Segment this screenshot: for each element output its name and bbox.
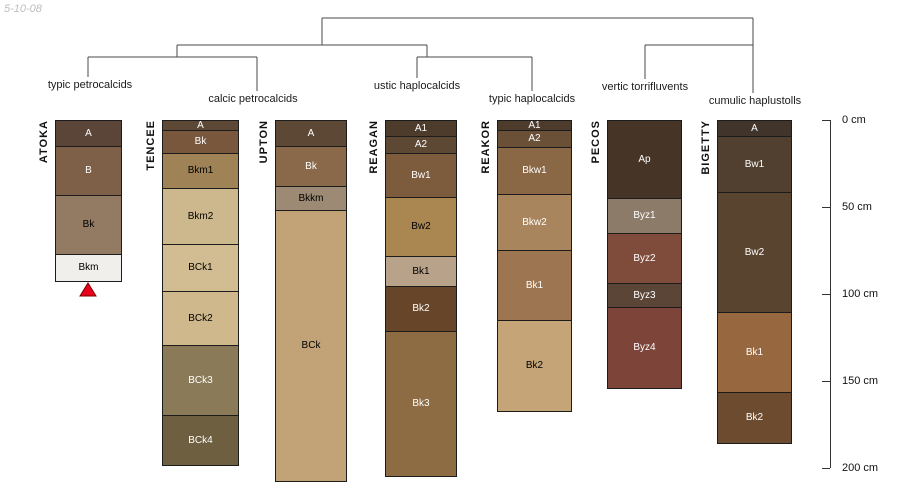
profile-atoka: ATOKA A B Bk Bkm	[38, 120, 122, 282]
ruler-label: 50 cm	[842, 201, 872, 213]
horizon-bkw1: Bkw1	[498, 148, 571, 195]
horizon-byz4: Byz4	[608, 308, 681, 388]
horizon-a: A	[56, 121, 121, 147]
horizon-bw1: Bw1	[386, 154, 456, 198]
profile-column-upton: A Bk Bkkm BCk	[275, 120, 347, 482]
horizon-bkm1: Bkm1	[163, 154, 238, 189]
horizon-bk: Bk	[276, 147, 346, 187]
profile-pecos: PECOS Ap Byz1 Byz2 Byz3 Byz4	[590, 120, 682, 389]
profile-column-reakor: A1 A2 Bkw1 Bkw2 Bk1 Bk2	[497, 120, 572, 412]
profile-name-reagan: REAGAN	[368, 120, 380, 174]
horizon-bk1: Bk1	[498, 251, 571, 321]
horizon-bkm: Bkm	[56, 255, 121, 281]
taxon-label-cumulic-haplustolls: cumulic haplustolls	[708, 95, 802, 107]
classification-dendrogram	[87, 17, 754, 93]
ruler-label: 100 cm	[842, 288, 879, 300]
horizon-a: A	[718, 121, 791, 137]
profile-name-tencee: TENCEE	[145, 120, 157, 171]
profile-column-reagan: A1 A2 Bw1 Bw2 Bk1 Bk2 Bk3	[385, 120, 457, 477]
horizon-bkw2: Bkw2	[498, 195, 571, 251]
horizon-bk3: Bk3	[386, 332, 456, 476]
profile-name-upton: UPTON	[258, 120, 270, 164]
horizon-bk: Bk	[163, 131, 238, 154]
profile-column-atoka: A B Bk Bkm	[55, 120, 122, 282]
horizon-a1: A1	[498, 121, 571, 131]
horizon-bck1: BCk1	[163, 245, 238, 292]
horizon-bck4: BCk4	[163, 416, 238, 465]
profile-column-bigetty: A Bw1 Bw2 Bk1 Bk2	[717, 120, 792, 444]
taxon-label-typic-petrocalcids: typic petrocalcids	[47, 79, 133, 91]
horizon-bw2: Bw2	[386, 198, 456, 257]
horizon-bk2: Bk2	[386, 287, 456, 332]
profile-name-bigetty: BIGETTY	[700, 120, 712, 175]
horizon-a: A	[276, 121, 346, 147]
profile-name-reakor: REAKOR	[480, 120, 492, 174]
profile-reakor: REAKOR A1 A2 Bkw1 Bkw2 Bk1 Bk2	[480, 120, 572, 412]
horizon-a: A	[163, 121, 238, 131]
date-stamp: 5-10-08	[4, 3, 42, 15]
ruler-tick	[822, 468, 830, 469]
horizon-bw2: Bw2	[718, 193, 791, 313]
horizon-b: B	[56, 147, 121, 196]
horizon-a2: A2	[498, 131, 571, 148]
taxon-label-vertic-torrifluvents: vertic torrifluvents	[601, 81, 689, 93]
profile-column-pecos: Ap Byz1 Byz2 Byz3 Byz4	[607, 120, 682, 389]
horizon-bk2: Bk2	[718, 393, 791, 443]
horizon-byz3: Byz3	[608, 284, 681, 308]
horizon-bw1: Bw1	[718, 137, 791, 193]
ruler-tick	[822, 207, 830, 208]
profile-reagan: REAGAN A1 A2 Bw1 Bw2 Bk1 Bk2 Bk3	[368, 120, 457, 477]
horizon-bck2: BCk2	[163, 292, 238, 346]
taxon-label-calcic-petrocalcids: calcic petrocalcids	[208, 93, 298, 105]
ruler-tick	[822, 120, 830, 121]
horizon-bk2: Bk2	[498, 321, 571, 411]
profile-name-pecos: PECOS	[590, 120, 602, 164]
ruler-label: 150 cm	[842, 375, 879, 387]
profile-tencee: TENCEE A Bk Bkm1 Bkm2 BCk1 BCk2 BCk3 BCk4	[145, 120, 239, 466]
horizon-bck3: BCk3	[163, 346, 238, 416]
horizon-bk: Bk	[56, 196, 121, 255]
horizon-bk1: Bk1	[386, 257, 456, 287]
ruler-tick	[822, 381, 830, 382]
profile-bigetty: BIGETTY A Bw1 Bw2 Bk1 Bk2	[700, 120, 792, 444]
horizon-byz1: Byz1	[608, 199, 681, 234]
horizon-a1: A1	[386, 121, 456, 137]
profile-upton: UPTON A Bk Bkkm BCk	[258, 120, 347, 482]
horizon-bkm2: Bkm2	[163, 189, 238, 245]
horizon-bkkm: Bkkm	[276, 187, 346, 211]
horizon-a2: A2	[386, 137, 456, 154]
ruler-label: 200 cm	[842, 462, 879, 474]
profile-column-tencee: A Bk Bkm1 Bkm2 BCk1 BCk2 BCk3 BCk4	[162, 120, 239, 466]
horizon-ap: Ap	[608, 121, 681, 199]
horizon-bck: BCk	[276, 211, 346, 481]
red-triangle-marker	[79, 282, 97, 297]
horizon-bk1: Bk1	[718, 313, 791, 393]
taxon-label-typic-haplocalcids: typic haplocalcids	[488, 93, 576, 105]
depth-ruler-line	[830, 120, 831, 468]
profile-name-atoka: ATOKA	[38, 120, 50, 164]
taxon-label-ustic-haplocalcids: ustic haplocalcids	[373, 80, 461, 92]
horizon-byz2: Byz2	[608, 234, 681, 284]
ruler-tick	[822, 294, 830, 295]
